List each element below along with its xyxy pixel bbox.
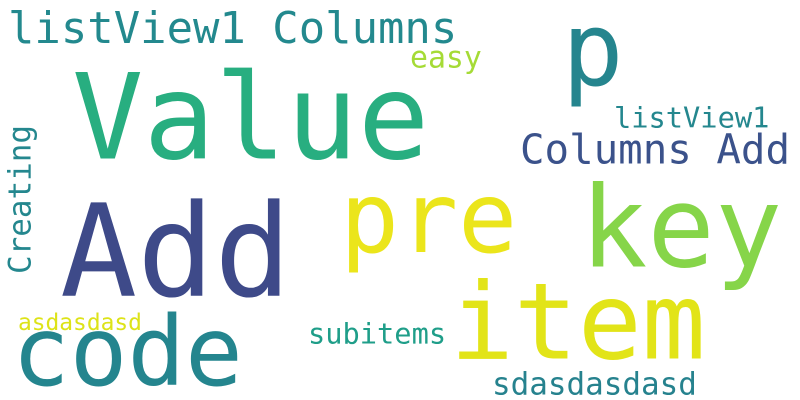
word-listview1: listView1 (614, 101, 770, 135)
word-code: code (12, 295, 243, 400)
word-p: p (562, 0, 624, 110)
word-key: key (580, 162, 783, 293)
word-pre: pre (340, 161, 518, 276)
word-value: Value (72, 49, 430, 188)
word-sdasdasdasd: sdasdasdasd (492, 367, 697, 400)
word-easy: easy (410, 41, 482, 76)
word-add: Add (60, 176, 292, 327)
word-creating: Creating (3, 125, 39, 275)
word-item: item (450, 261, 706, 385)
word-asdasdasd: asdasdasd (18, 310, 142, 336)
word-listview1-columns-top: listView1 Columns (8, 2, 458, 54)
word-subitems: subitems (308, 317, 447, 351)
word-columns-add: Columns Add (520, 126, 791, 174)
